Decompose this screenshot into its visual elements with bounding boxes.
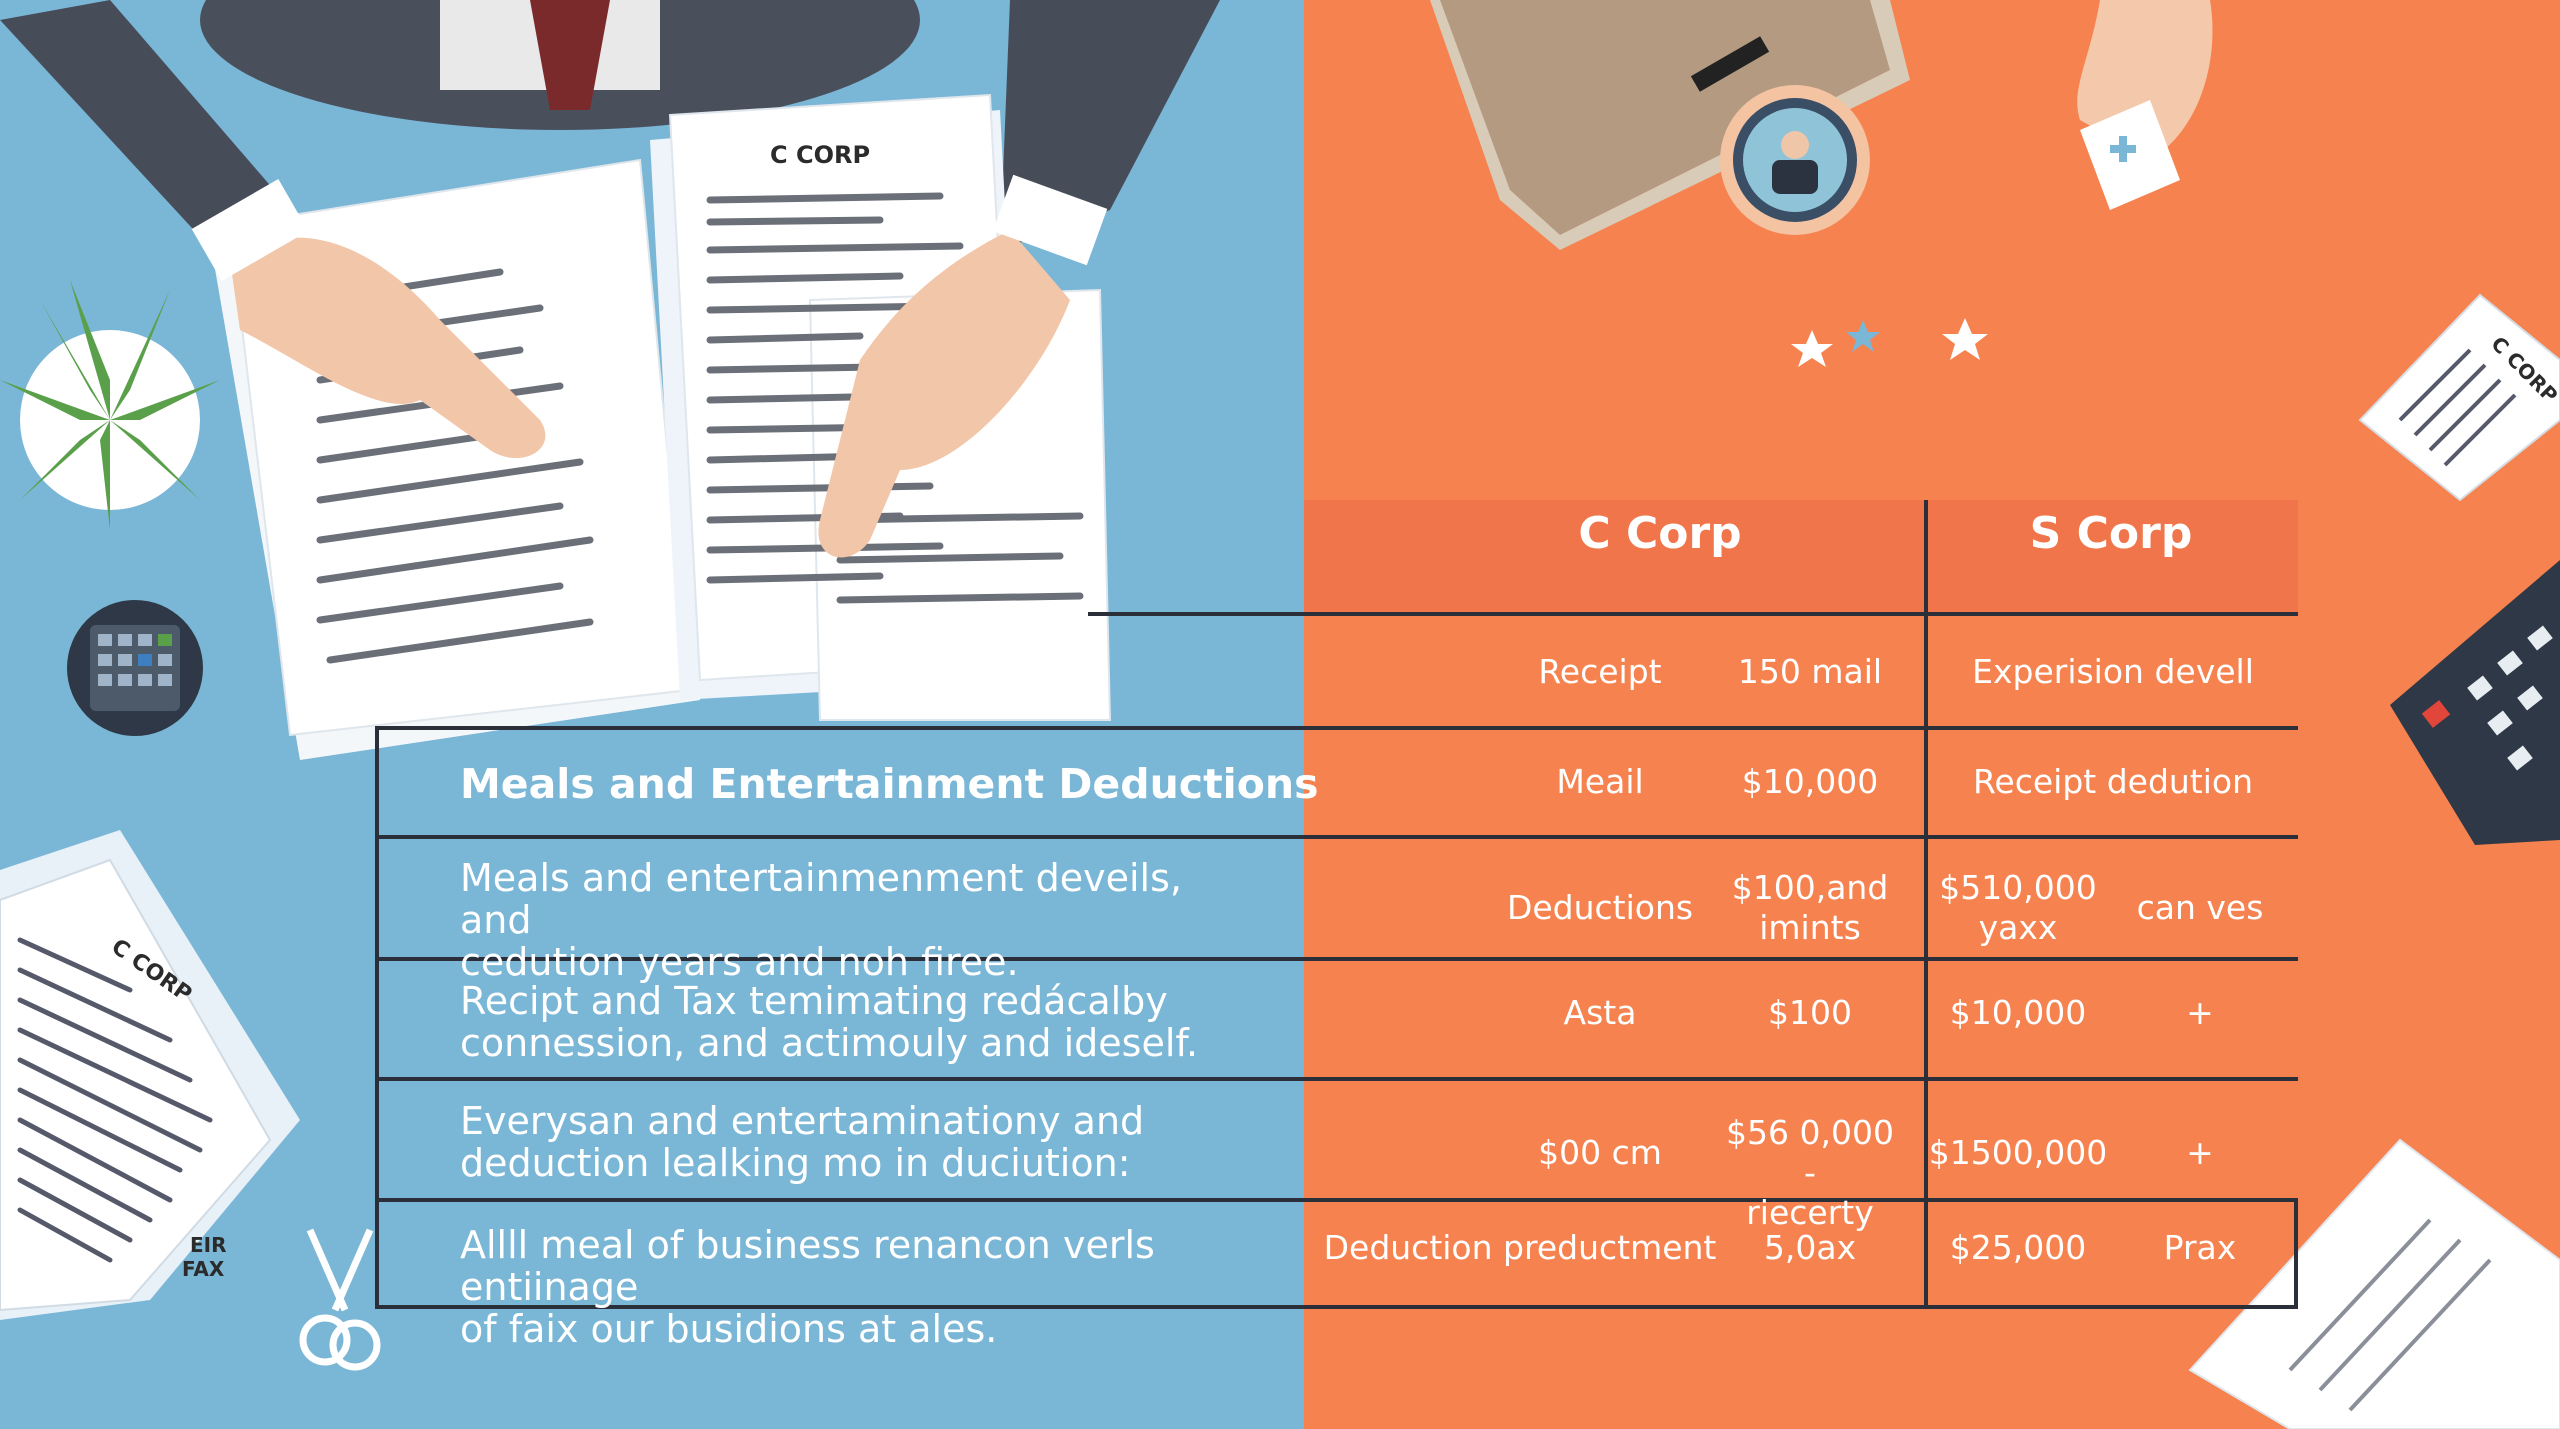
left-row-1-line-2: cedution years and noh firee.	[460, 940, 1019, 984]
hand-right	[2077, 0, 2213, 210]
left-row-2-line-1: Recipt and Tax temimating redácalby	[460, 979, 1168, 1023]
left-row-3-line-2: deduction lealking mo in duciution:	[460, 1141, 1131, 1185]
grid-line	[1088, 612, 2298, 616]
calculator-icon	[67, 600, 203, 736]
row-4-c-corp-label: Asta	[1563, 993, 1637, 1032]
grid-line	[375, 726, 379, 1309]
row-4-s-corp-label: $10,000	[1949, 993, 2087, 1032]
column-header-c-corp: C Corp	[1578, 508, 1742, 559]
grid-line	[375, 835, 2298, 839]
left-row-4-line-1: Allll meal of business renancon verls en…	[460, 1223, 1155, 1309]
notebook	[1430, 0, 1910, 250]
left-row-3-line-1: Everysan and entertaminationy and	[460, 1099, 1145, 1143]
grid-line	[375, 957, 2298, 961]
table-header-band	[1304, 500, 2298, 615]
row-2-c-corp-label: Meail	[1556, 762, 1644, 801]
grid-line	[375, 1305, 2298, 1309]
row-3-s-corp-value: can ves	[2136, 888, 2264, 927]
paper-bottom-right	[2188, 1138, 2560, 1429]
row-1-c-corp-label: Receipt	[1538, 652, 1662, 691]
row-5-c-corp-value: $56 0,000 - riecerty	[1726, 1113, 1894, 1232]
plant-icon	[0, 280, 220, 530]
paper-stack-center: C CORP	[210, 93, 1112, 760]
left-row-2-line-2: connession, and actimouly and ideself.	[460, 1021, 1199, 1065]
left-title: Meals and Entertainment Deductions	[460, 760, 1319, 808]
row-1-s-corp-label: Experision devell	[1972, 652, 2254, 691]
row-2-c-corp-value: $10,000	[1741, 762, 1879, 801]
left-row-4-line-2: of faix our busidions at ales.	[460, 1307, 998, 1351]
row-6-s-corp-value: Prax	[2163, 1228, 2237, 1267]
row-6-c-corp-label: Deduction preductment	[1323, 1228, 1717, 1267]
left-row-2: Recipt and Tax temimating redácalby conn…	[460, 980, 1260, 1064]
row-5-s-corp-label: $1500,000	[1928, 1133, 2108, 1172]
left-row-1: Meals and entertainmenment deveils, and …	[460, 857, 1260, 983]
paper-right: C CORP	[2358, 293, 2560, 502]
row-4-s-corp-value: +	[2186, 993, 2214, 1032]
document-label-top: C CORP	[770, 141, 870, 169]
column-header-s-corp: S Corp	[2029, 508, 2193, 559]
row-3-c-corp-value: $100,and imints	[1731, 868, 1889, 947]
grid-line	[2294, 1198, 2298, 1309]
grid-line	[1924, 500, 1928, 1309]
avatar-icon	[1690, 36, 1870, 235]
left-row-4: Allll meal of business renancon verls en…	[460, 1224, 1260, 1350]
hands	[191, 174, 1108, 558]
form-label-eir: EIR	[190, 1233, 227, 1257]
row-6-s-corp-label: $25,000	[1949, 1228, 2087, 1267]
row-5-c-corp-label: $00 cm	[1538, 1133, 1662, 1172]
form-label-fax: FAX	[182, 1257, 225, 1281]
row-5-s-corp-value: +	[2186, 1133, 2214, 1172]
row-2-s-corp-label: Receipt dedution	[1972, 762, 2254, 801]
row-3-s-corp-label: $510,000 yaxx	[1939, 868, 2097, 947]
grid-line	[375, 726, 2298, 730]
right-background	[1304, 0, 2560, 1429]
row-3-c-corp-label: Deductions	[1506, 888, 1694, 927]
grid-line	[375, 1077, 2298, 1081]
calculator-icon-right	[2390, 560, 2560, 845]
paper-stack-bottom-left: C CORP EIR FAX	[0, 830, 300, 1320]
grid-line	[375, 1198, 2298, 1202]
left-row-1-line-1: Meals and entertainmenment deveils, and	[460, 856, 1182, 942]
scissors-icon	[299, 1228, 381, 1371]
star-icon	[1791, 318, 1988, 367]
left-row-3: Everysan and entertaminationy and deduct…	[460, 1100, 1260, 1184]
row-6-c-corp-value: 5,0ax	[1763, 1228, 1857, 1267]
row-1-c-corp-value: 150 mail	[1737, 652, 1883, 691]
row-4-c-corp-value: $100	[1768, 993, 1852, 1032]
